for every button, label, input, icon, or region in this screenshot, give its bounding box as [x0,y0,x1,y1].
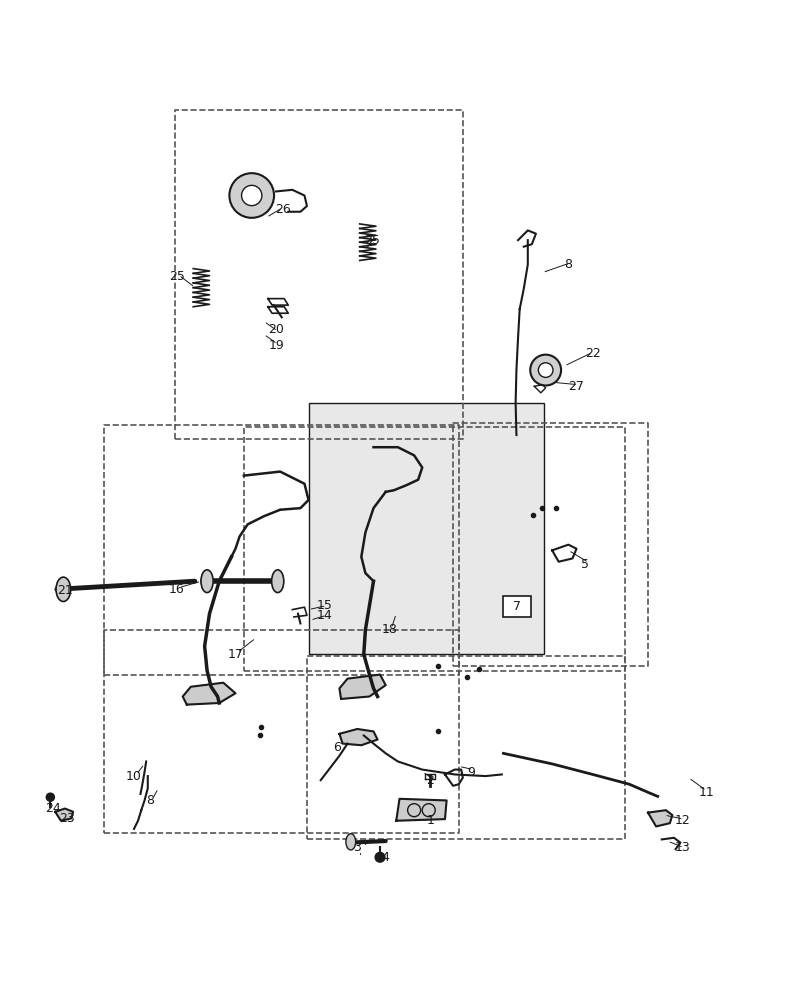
Text: 25: 25 [169,270,185,283]
Text: 21: 21 [57,584,73,597]
Text: 7: 7 [513,600,521,613]
Text: 18: 18 [381,623,397,636]
Ellipse shape [229,173,273,218]
Text: 17: 17 [227,648,243,661]
Ellipse shape [345,834,355,850]
Text: 19: 19 [268,339,284,352]
Polygon shape [182,683,235,705]
Text: 1: 1 [426,814,434,827]
Text: 8: 8 [564,258,572,271]
Text: 12: 12 [673,814,689,827]
Text: 10: 10 [126,770,142,783]
Ellipse shape [538,363,552,377]
Text: 27: 27 [568,380,584,393]
Text: 6: 6 [333,741,341,754]
Ellipse shape [271,570,284,593]
Text: 26: 26 [274,203,290,216]
Text: 23: 23 [58,812,75,825]
Text: 5: 5 [580,558,588,571]
Ellipse shape [56,577,71,601]
Ellipse shape [241,185,261,206]
Text: 8: 8 [146,794,154,807]
Polygon shape [339,729,377,745]
Ellipse shape [200,570,212,593]
Text: 24: 24 [45,802,61,815]
Circle shape [46,793,54,801]
Text: 25: 25 [363,234,380,247]
Text: 9: 9 [466,766,474,779]
Text: 15: 15 [316,599,333,612]
Text: 3: 3 [353,841,361,854]
Text: 16: 16 [169,583,185,596]
Text: 4: 4 [381,851,389,864]
FancyBboxPatch shape [503,596,530,617]
Text: 2: 2 [426,774,434,787]
Text: 20: 20 [268,323,284,336]
Polygon shape [308,403,543,654]
Text: 13: 13 [673,841,689,854]
Text: 11: 11 [697,786,714,799]
Text: 22: 22 [584,347,600,360]
Text: 14: 14 [316,609,333,622]
Polygon shape [55,809,73,821]
Polygon shape [396,799,446,821]
Polygon shape [339,675,385,699]
Polygon shape [647,810,672,826]
Ellipse shape [530,355,560,386]
Circle shape [375,852,384,862]
